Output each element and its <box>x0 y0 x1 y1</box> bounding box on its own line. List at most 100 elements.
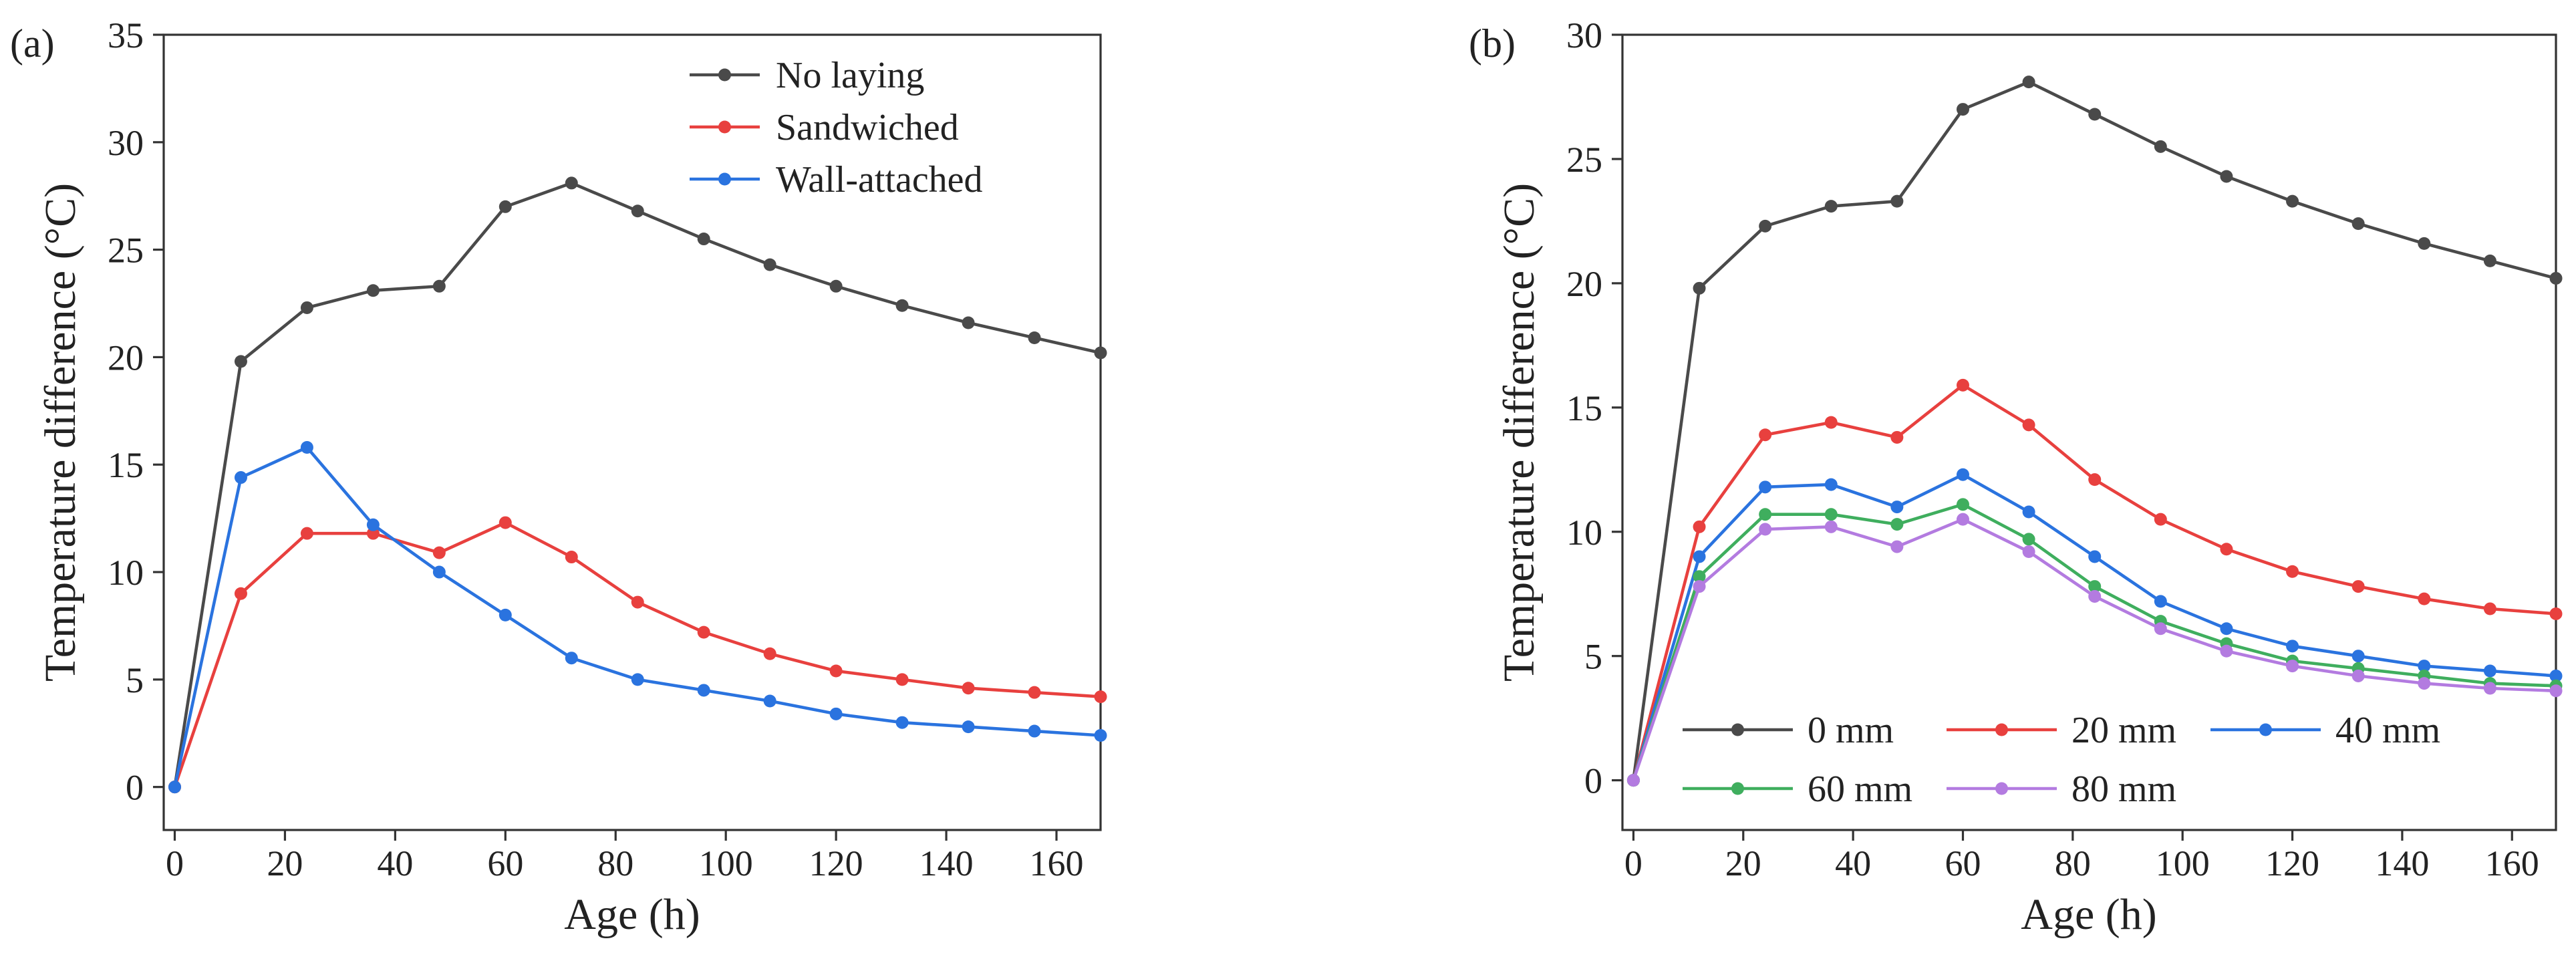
data-point <box>498 608 512 621</box>
data-point <box>1693 281 1706 295</box>
data-point <box>2483 664 2496 678</box>
data-point <box>763 647 776 660</box>
data-point <box>1759 508 1772 521</box>
data-point <box>300 441 313 454</box>
data-point <box>366 284 380 297</box>
data-point <box>2483 682 2496 695</box>
data-point <box>2483 602 2496 615</box>
data-point <box>2549 607 2563 620</box>
data-point <box>1890 501 1904 514</box>
x-tick-label: 20 <box>1725 843 1761 883</box>
data-point <box>1890 518 1904 531</box>
data-point <box>2286 660 2299 673</box>
data-point <box>1890 430 1904 444</box>
y-tick-label: 25 <box>1566 140 1602 180</box>
data-point <box>2088 473 2102 486</box>
data-point <box>1094 346 1107 360</box>
data-point <box>2549 684 2563 698</box>
data-point <box>2286 640 2299 653</box>
legend-swatch-marker <box>1731 782 1744 795</box>
legend-item-80-mm: 80 mm <box>1947 769 2176 810</box>
data-point <box>565 652 578 665</box>
data-point <box>2022 533 2035 546</box>
x-tick-label: 140 <box>2375 843 2429 883</box>
data-point <box>2483 254 2496 267</box>
data-point <box>234 587 247 600</box>
series-line-no-laying <box>173 181 1101 788</box>
y-tick-label: 30 <box>1566 15 1602 55</box>
legend-item-wall-attached: Wall-attached <box>690 159 983 200</box>
data-point <box>1824 200 1838 213</box>
series-line-wall-attached <box>173 446 1101 788</box>
data-point <box>1759 428 1772 442</box>
legend-label: Sandwiched <box>776 107 959 148</box>
data-point <box>234 355 247 368</box>
legend-swatch-marker <box>718 120 731 134</box>
data-point <box>498 516 512 529</box>
data-point <box>829 279 843 293</box>
data-point <box>697 233 710 246</box>
x-tick-label: 160 <box>1030 843 1084 883</box>
data-point <box>697 625 710 639</box>
data-point <box>2154 622 2167 636</box>
data-point <box>2418 677 2431 690</box>
y-tick-label: 15 <box>1566 388 1602 428</box>
data-point <box>631 204 644 218</box>
data-point <box>2418 660 2431 673</box>
x-tick-label: 20 <box>267 843 303 883</box>
data-point <box>1956 513 1969 526</box>
series-no-laying <box>168 176 1107 794</box>
data-point <box>2351 580 2365 593</box>
x-tick-label: 80 <box>597 843 633 883</box>
series-sandwiched <box>168 516 1107 794</box>
data-point <box>2351 650 2365 663</box>
data-point <box>2022 505 2035 519</box>
legend-item-20-mm: 20 mm <box>1947 710 2176 751</box>
y-tick-label: 5 <box>126 660 144 700</box>
series-wall-attached <box>168 441 1107 794</box>
data-point <box>962 682 975 695</box>
data-point <box>763 694 776 708</box>
y-tick-label: 5 <box>1584 637 1602 677</box>
x-tick-label: 120 <box>2265 843 2319 883</box>
legend-item-40-mm: 40 mm <box>2210 710 2440 751</box>
legend-item-60-mm: 60 mm <box>1683 769 1912 810</box>
data-point <box>1693 570 1706 583</box>
x-tick-label: 40 <box>1835 843 1871 883</box>
data-point <box>1824 508 1838 521</box>
data-point <box>2022 418 2035 432</box>
data-point <box>168 781 181 794</box>
data-point <box>1890 194 1904 208</box>
legend-item-0-mm: 0 mm <box>1683 710 1894 751</box>
x-tick-label: 60 <box>487 843 523 883</box>
y-tick-label: 20 <box>1566 264 1602 304</box>
data-point <box>1693 520 1706 533</box>
x-tick-label: 140 <box>919 843 974 883</box>
y-tick-label: 35 <box>108 15 144 55</box>
data-point <box>1094 728 1107 742</box>
data-point <box>962 316 975 329</box>
data-point <box>1693 550 1706 563</box>
legend-label: 40 mm <box>2335 710 2440 751</box>
data-point <box>1759 219 1772 233</box>
data-point <box>300 527 313 540</box>
legend-label: 0 mm <box>1808 710 1894 751</box>
x-tick-label: 40 <box>377 843 413 883</box>
x-tick-label: 60 <box>1945 843 1981 883</box>
y-tick-label: 15 <box>108 445 144 485</box>
y-tick-label: 0 <box>1584 761 1602 801</box>
y-tick-label: 10 <box>1566 513 1602 553</box>
data-point <box>1890 540 1904 553</box>
data-point <box>763 258 776 271</box>
data-point <box>2549 669 2563 682</box>
data-point <box>2220 622 2233 636</box>
x-tick-label: 160 <box>2485 843 2539 883</box>
plot-frame-b <box>1621 33 2557 831</box>
data-point <box>432 565 446 579</box>
legend-label: Wall-attached <box>776 159 983 200</box>
data-point <box>2088 580 2102 593</box>
data-point <box>1824 416 1838 429</box>
data-point <box>498 200 512 213</box>
data-point <box>2418 592 2431 605</box>
data-point <box>2220 170 2233 183</box>
